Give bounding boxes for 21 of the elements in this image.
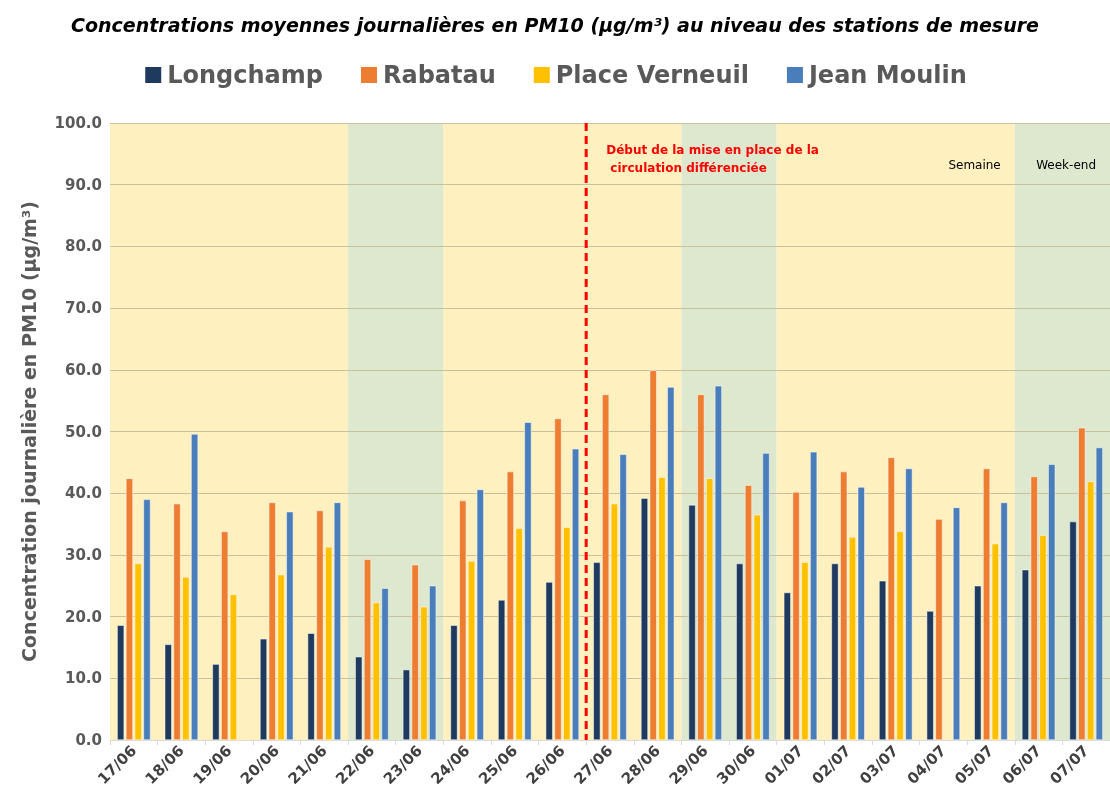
y-tick-label: 100.0 xyxy=(54,114,102,132)
y-tick-label: 90.0 xyxy=(64,175,102,194)
chart-title: Concentrations moyennes journalières en PM10 (µg/m³) au niveau des stations de mesure xyxy=(71,13,1040,36)
legend-label: Jean Moulin xyxy=(806,61,967,89)
y-tick-label: 30.0 xyxy=(64,545,102,564)
y-tick-label: 20.0 xyxy=(64,607,102,626)
y-tick-label: 40.0 xyxy=(64,484,102,503)
y-tick-label: 60.0 xyxy=(64,360,102,379)
band-label: Semaine xyxy=(948,158,1001,172)
legend-label: Place Verneuil xyxy=(555,61,749,89)
y-tick-label: 70.0 xyxy=(64,299,102,318)
y-tick-label: 0.0 xyxy=(75,731,102,749)
bar xyxy=(952,507,960,740)
ref-line-label: Début de la mise en place de la circulation différenciée xyxy=(606,143,819,175)
y-tick-label: 50.0 xyxy=(64,422,102,441)
legend-label: Longchamp xyxy=(167,61,323,89)
y-tick-label: 10.0 xyxy=(64,669,102,688)
legend-label: Rabatau xyxy=(382,61,496,89)
y-tick-label: 80.0 xyxy=(64,237,102,256)
band-label: Week-end xyxy=(1036,158,1096,172)
y-axis-title: Concentration journalière en PM10 (µg/m³) xyxy=(17,201,40,662)
